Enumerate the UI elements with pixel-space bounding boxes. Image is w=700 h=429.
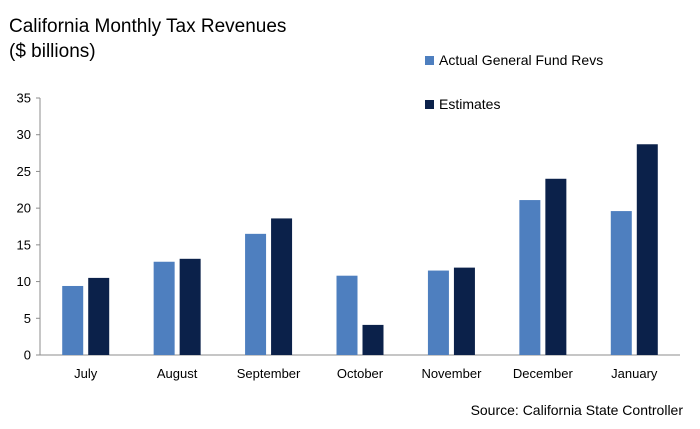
bar-actual [336,275,358,355]
legend-item-estimates: Estimates [425,96,500,112]
chart-title-text: California Monthly Tax Revenues [9,16,287,37]
x-tick-label: November [421,366,482,381]
y-tick-label: 25 [17,164,31,179]
bar-estimates [453,267,475,355]
y-tick-label: 0 [24,348,31,363]
bar-actual [610,211,632,355]
bar-estimates [636,144,658,355]
bar-actual [519,200,541,355]
y-tick-label: 30 [17,127,31,142]
source-note: Source: California State Controller [470,402,683,418]
y-tick-label: 15 [17,237,31,252]
bar-estimates [88,277,110,355]
legend-label-estimates: Estimates [439,96,501,112]
x-tick-label: October [337,366,384,381]
y-tick-label: 5 [24,311,31,326]
bar-estimates [179,258,201,355]
x-tick-label: January [611,366,658,381]
legend-label-actual: Actual General Fund Revs [439,52,604,68]
chart-subtitle-text: ($ billions) [9,41,96,62]
legend-swatch-actual [425,55,434,65]
chart-title: California Monthly Tax Revenues ($ billi… [9,14,286,64]
bar-estimates [362,324,384,355]
y-tick-label: 35 [17,91,31,106]
x-tick-label: September [237,366,301,381]
x-tick-label: July [74,366,98,381]
bar-actual [245,233,267,355]
bar-estimates [271,218,293,355]
legend-swatch-estimates [425,99,434,109]
legend-item-actual: Actual General Fund Revs [425,52,603,68]
x-tick-label: December [513,366,574,381]
bar-estimates [545,178,567,355]
bar-actual [427,270,449,355]
bar-actual [62,285,84,355]
y-tick-label: 10 [17,274,31,289]
bar-actual [153,261,175,355]
x-tick-label: August [157,366,198,381]
y-tick-label: 20 [17,201,31,216]
